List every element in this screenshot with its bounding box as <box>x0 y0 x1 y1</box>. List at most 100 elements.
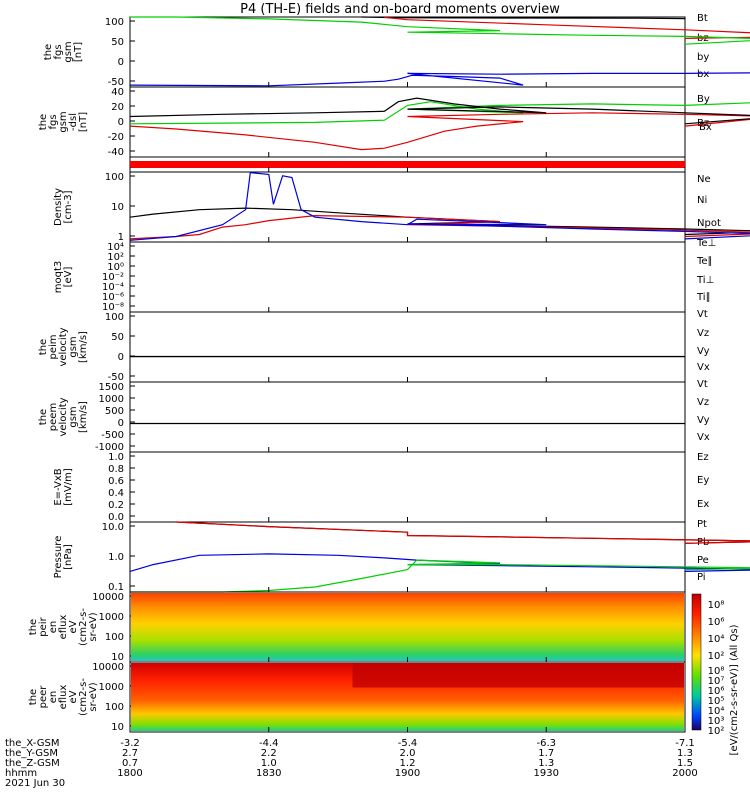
series-Ne <box>129 214 750 240</box>
legend-Ti∥: Ti∥ <box>696 292 711 303</box>
y-label-line: -dsl <box>68 113 79 131</box>
y-tick-label: 0.8 <box>108 464 124 475</box>
y-label-line: eV <box>68 690 79 703</box>
x-axis-row-label: the_Y-GSM <box>5 748 58 759</box>
panel-frame <box>129 381 686 453</box>
legend-Ne: Ne <box>697 174 711 185</box>
y-tick-label: 20 <box>111 102 124 113</box>
legend-bx: bx <box>697 69 709 80</box>
x-axis-row-label: 2021 Jun 30 <box>5 778 65 789</box>
y-label-line: [mV/m] <box>63 468 74 506</box>
x-tick-label: 1930 <box>534 768 559 779</box>
y-tick-label: 10⁴ <box>107 242 124 253</box>
legend-by: by <box>697 52 709 63</box>
legend-Npot: Npot <box>697 218 721 229</box>
x-tick-label: 1.0 <box>261 758 277 769</box>
y-axis-label: moqt3 [eV] <box>53 261 74 294</box>
legend-Vx: Vx <box>697 432 710 443</box>
colorbar-tick: 10⁶ <box>708 686 725 697</box>
colorbar-tick: 10⁸ <box>708 600 725 611</box>
y-label-line: fgs <box>48 114 59 129</box>
x-tick-label: 2.2 <box>261 748 277 759</box>
colorbar-tick: 10⁴ <box>708 634 725 645</box>
y-label-line: E=-VxB <box>53 468 64 505</box>
colorbar-tick: 10² <box>708 651 725 662</box>
y-tick-label: 10² <box>107 252 124 263</box>
x-tick-label: -7.1 <box>675 738 695 749</box>
y-label-line: the <box>43 44 54 60</box>
legend-Ez: Ez <box>697 452 709 463</box>
y-label-line: sr-eV) <box>88 682 99 711</box>
y-label-line: [nT] <box>78 112 89 132</box>
y-label-line: sr-eV) <box>88 612 99 641</box>
legend-Vz: Vz <box>697 397 709 408</box>
y-label-line: gsm <box>68 406 79 427</box>
spectrogram-hot-region <box>352 663 684 688</box>
legend-Pt: Pt <box>697 519 707 530</box>
legend-Ex: Ex <box>697 499 709 510</box>
y-label-line: the <box>38 409 49 425</box>
y-label-line: gsm <box>63 41 74 62</box>
y-tick-label: 10.0 <box>102 522 124 533</box>
y-tick-label: 0.1 <box>108 582 124 593</box>
status-bar <box>130 161 685 168</box>
x-tick-label: 1.2 <box>400 758 416 769</box>
y-tick-label: -50 <box>108 372 124 383</box>
x-tick-label: 1.5 <box>677 758 693 769</box>
legend-Vt: Vt <box>697 309 708 320</box>
y-axis-label: the peir en eflux eV (cm2-s-sr-eV) <box>28 608 99 646</box>
y-label-line: (cm2-s- <box>78 678 89 716</box>
panel-frame <box>129 451 686 523</box>
x-axis-row-label: hhmm <box>5 768 37 779</box>
panel-10: 10000 1000 100 10 the peer en eflux eV (cm2-s-sr-… <box>28 661 686 733</box>
y-tick-label: 0 <box>118 117 124 128</box>
y-label-line: [nPa] <box>63 544 74 570</box>
y-axis-label: Pressure [nPa] <box>53 536 74 579</box>
colorbar-tick: 10² <box>708 726 725 737</box>
y-axis-label: the peem velocity gsm [km/s] <box>38 397 89 436</box>
y-label-line: eflux <box>58 615 69 640</box>
legend-By: By <box>697 94 710 105</box>
panel-frame <box>129 311 686 383</box>
series-Pe <box>130 559 750 593</box>
series-bz <box>384 16 750 39</box>
y-label-line: en <box>48 691 59 704</box>
x-tick-label: -3.2 <box>120 738 140 749</box>
y-label-line: velocity <box>58 397 69 436</box>
legend-Pe: Pe <box>697 555 709 566</box>
y-label-line: moqt3 <box>53 261 64 294</box>
colorbar-tick: 10⁴ <box>708 706 725 717</box>
series-Bx <box>129 97 750 125</box>
y-tick-label: 50 <box>111 37 124 48</box>
x-axis-row-label: the_Z-GSM <box>5 758 60 769</box>
y-tick-label: 0.4 <box>108 488 124 499</box>
y-label-line: velocity <box>58 327 69 366</box>
y-axis-label: Density [cm-3] <box>53 188 74 226</box>
y-tick-label: 50 <box>111 332 124 343</box>
x-tick-label: 2.7 <box>122 748 138 759</box>
y-tick-label: 40 <box>111 87 124 98</box>
x-tick-label: 1.3 <box>538 758 554 769</box>
legend-Ey: Ey <box>697 475 709 486</box>
y-label-line: eV <box>68 620 79 633</box>
y-label-line: fgs <box>53 44 64 59</box>
y-tick-label: 0 <box>118 57 124 68</box>
y-label-line: [eV] <box>63 267 74 288</box>
y-tick-label: -50 <box>108 77 124 88</box>
y-label-line: (cm2-s- <box>78 608 89 646</box>
x-tick-label: 0.7 <box>122 758 138 769</box>
x-tick-label: -4.4 <box>259 738 279 749</box>
legend-Vy: Vy <box>697 346 710 357</box>
colorbar-tick: 10⁵ <box>708 696 725 707</box>
y-tick-label: 0 <box>118 352 124 363</box>
y-tick-label: 100 <box>105 312 124 323</box>
legend-Te∥: Te∥ <box>696 256 713 267</box>
colorbar-tick: 10⁶ <box>708 617 725 628</box>
y-tick-label: 0 <box>118 418 124 429</box>
y-tick-label: 500 <box>105 406 124 417</box>
